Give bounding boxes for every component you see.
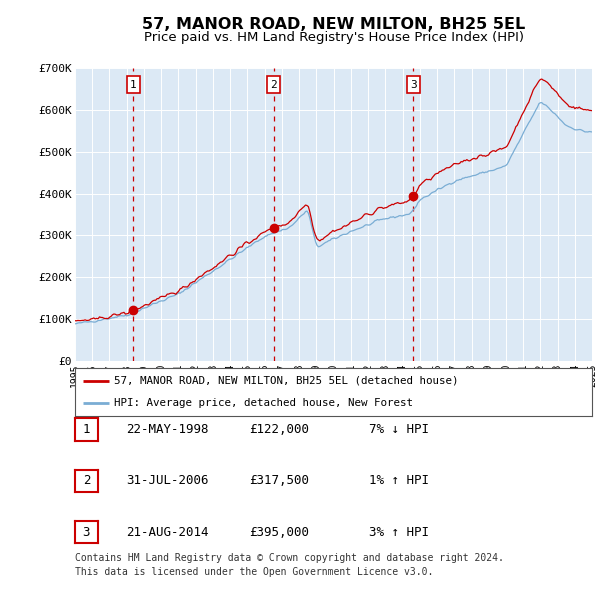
Text: 2: 2 [271,80,277,90]
Text: 3% ↑ HPI: 3% ↑ HPI [369,526,429,539]
Text: £317,500: £317,500 [249,474,309,487]
Text: 3: 3 [410,80,417,90]
Text: 1: 1 [83,423,90,436]
Text: £122,000: £122,000 [249,423,309,436]
Text: £395,000: £395,000 [249,526,309,539]
Text: HPI: Average price, detached house, New Forest: HPI: Average price, detached house, New … [114,398,413,408]
Text: 7% ↓ HPI: 7% ↓ HPI [369,423,429,436]
Text: This data is licensed under the Open Government Licence v3.0.: This data is licensed under the Open Gov… [75,568,433,577]
Text: 3: 3 [83,526,90,539]
Text: Contains HM Land Registry data © Crown copyright and database right 2024.: Contains HM Land Registry data © Crown c… [75,553,504,562]
Text: 57, MANOR ROAD, NEW MILTON, BH25 5EL (detached house): 57, MANOR ROAD, NEW MILTON, BH25 5EL (de… [114,376,458,386]
Text: 1% ↑ HPI: 1% ↑ HPI [369,474,429,487]
Text: 22-MAY-1998: 22-MAY-1998 [126,423,209,436]
Text: 1: 1 [130,80,137,90]
Text: 2: 2 [83,474,90,487]
Text: 31-JUL-2006: 31-JUL-2006 [126,474,209,487]
Text: Price paid vs. HM Land Registry's House Price Index (HPI): Price paid vs. HM Land Registry's House … [143,31,524,44]
Text: 21-AUG-2014: 21-AUG-2014 [126,526,209,539]
Text: 57, MANOR ROAD, NEW MILTON, BH25 5EL: 57, MANOR ROAD, NEW MILTON, BH25 5EL [142,17,525,31]
